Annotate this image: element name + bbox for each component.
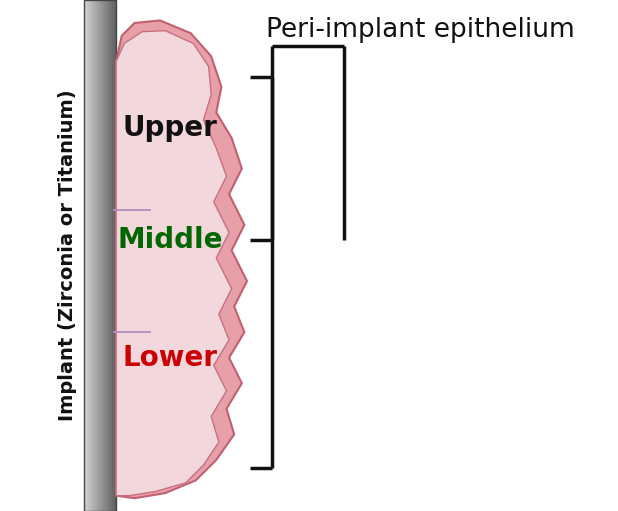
Bar [97,0,98,511]
Bar [94,0,95,511]
Bar [100,0,101,511]
Bar [106,0,107,511]
Bar [99,0,100,511]
Bar [109,0,110,511]
Bar [90,0,91,511]
Bar [102,0,103,511]
Bar [114,0,115,511]
Bar [114,0,116,511]
Bar [108,0,109,511]
Bar [101,0,102,511]
Text: Peri-implant epithelium: Peri-implant epithelium [266,17,575,42]
Bar [98,0,99,511]
Bar [92,0,93,511]
Polygon shape [116,20,247,498]
Bar [112,0,114,511]
Bar [109,0,110,511]
Bar [91,0,92,511]
Bar [95,0,96,511]
Bar [87,0,88,511]
Bar [96,0,97,511]
Bar [111,0,112,511]
Bar [85,0,86,511]
Bar [95,0,96,511]
Bar [112,0,113,511]
Bar [115,0,116,511]
Bar [93,0,94,511]
Text: Upper: Upper [123,114,218,142]
Bar [108,0,109,511]
Bar [107,0,108,511]
Text: Implant (Zirconia or Titanium): Implant (Zirconia or Titanium) [57,90,77,421]
Bar [103,0,104,511]
Bar [91,0,92,511]
Bar [111,0,112,511]
Bar [106,0,107,511]
Bar [93,0,95,511]
Text: Middle: Middle [117,226,223,254]
Bar [107,0,108,511]
Bar [89,0,90,511]
Polygon shape [116,31,232,496]
Bar [103,0,104,511]
Bar [105,0,106,511]
Bar [104,0,105,511]
Bar [101,0,103,511]
Bar [85,0,87,511]
Bar [96,0,98,511]
Bar [99,0,101,511]
Bar [113,0,114,511]
Bar [116,0,117,511]
Bar [87,0,88,511]
Bar [92,0,93,511]
Bar [88,0,89,511]
Bar [85,0,116,511]
Bar [88,0,90,511]
Bar [104,0,106,511]
Bar [90,0,91,511]
Text: Lower: Lower [123,344,218,371]
Bar [86,0,87,511]
Bar [110,0,111,511]
Bar [98,0,99,511]
